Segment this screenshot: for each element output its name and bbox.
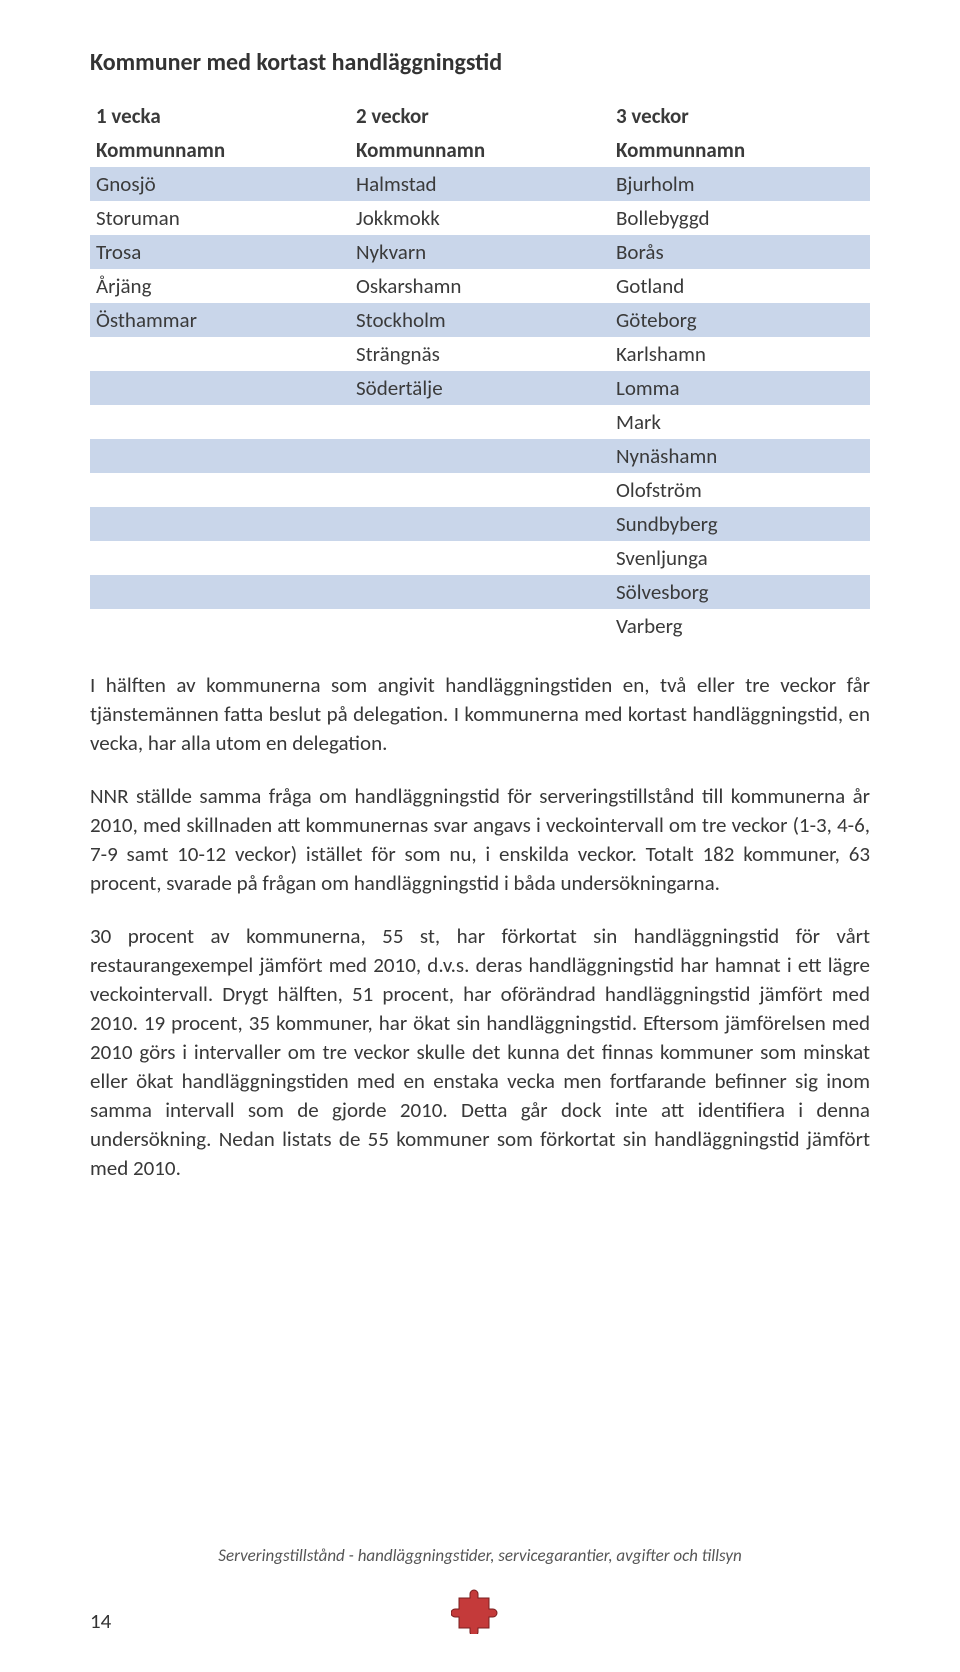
table-cell	[90, 337, 350, 371]
table-row: Svenljunga	[90, 541, 870, 575]
table-cell: Sölvesborg	[610, 575, 870, 609]
kommuner-table: 1 vecka 2 veckor 3 veckor Kommunnamn Kom…	[90, 99, 870, 643]
footer-row: 14	[90, 1584, 870, 1634]
table-cell: Östhammar	[90, 303, 350, 337]
footer-caption: Serveringstillstånd - handläggningstider…	[90, 1545, 870, 1566]
table-row: Sundbyberg	[90, 507, 870, 541]
table-cell	[350, 541, 610, 575]
table-cell	[350, 575, 610, 609]
table-row: GnosjöHalmstadBjurholm	[90, 167, 870, 201]
table-cell	[90, 541, 350, 575]
table-row: Varberg	[90, 609, 870, 643]
paragraph-3: 30 procent av kommunerna, 55 st, har för…	[90, 922, 870, 1183]
table-header-1: 1 vecka 2 veckor 3 veckor	[90, 99, 870, 133]
col-label-3: Kommunnamn	[610, 133, 870, 167]
table-row: Mark	[90, 405, 870, 439]
table-cell: Gotland	[610, 269, 870, 303]
paragraph-2: NNR ställde samma fråga om handläggnings…	[90, 782, 870, 898]
table-cell: Södertälje	[350, 371, 610, 405]
puzzle-icon	[451, 1584, 501, 1634]
table-cell: Oskarshamn	[350, 269, 610, 303]
col-3-veckor: 3 veckor	[610, 99, 870, 133]
table-row: ÖsthammarStockholmGöteborg	[90, 303, 870, 337]
table-cell: Bjurholm	[610, 167, 870, 201]
table-cell	[90, 473, 350, 507]
table-cell	[350, 405, 610, 439]
table-cell	[90, 507, 350, 541]
table-cell	[350, 439, 610, 473]
table-cell: Årjäng	[90, 269, 350, 303]
table-row: SträngnäsKarlshamn	[90, 337, 870, 371]
page-number: 14	[90, 1608, 111, 1634]
table-row: StorumanJokkmokkBollebyggd	[90, 201, 870, 235]
table-cell: Karlshamn	[610, 337, 870, 371]
table-cell: Stockholm	[350, 303, 610, 337]
col-2-veckor: 2 veckor	[350, 99, 610, 133]
table-row: Sölvesborg	[90, 575, 870, 609]
table-cell: Olofström	[610, 473, 870, 507]
table-cell: Bollebyggd	[610, 201, 870, 235]
table-cell: Mark	[610, 405, 870, 439]
col-1-veckor: 1 vecka	[90, 99, 350, 133]
table-header-2: Kommunnamn Kommunnamn Kommunnamn	[90, 133, 870, 167]
table-cell	[90, 439, 350, 473]
page-title: Kommuner med kortast handläggningstid	[90, 48, 870, 77]
table-cell: Nykvarn	[350, 235, 610, 269]
table-cell	[90, 575, 350, 609]
page-footer: Serveringstillstånd - handläggningstider…	[90, 1545, 870, 1634]
table-cell: Gnosjö	[90, 167, 350, 201]
table-cell: Borås	[610, 235, 870, 269]
table-cell: Trosa	[90, 235, 350, 269]
table-row: TrosaNykvarnBorås	[90, 235, 870, 269]
col-label-1: Kommunnamn	[90, 133, 350, 167]
table-cell: Halmstad	[350, 167, 610, 201]
table-cell: Sundbyberg	[610, 507, 870, 541]
table-cell: Göteborg	[610, 303, 870, 337]
paragraph-1: I hälften av kommunerna som angivit hand…	[90, 671, 870, 758]
table-cell: Lomma	[610, 371, 870, 405]
col-label-2: Kommunnamn	[350, 133, 610, 167]
table-row: ÅrjängOskarshamnGotland	[90, 269, 870, 303]
table-cell	[90, 405, 350, 439]
table-cell	[350, 473, 610, 507]
table-cell: Svenljunga	[610, 541, 870, 575]
table-cell: Nynäshamn	[610, 439, 870, 473]
table-cell	[90, 371, 350, 405]
table-cell	[350, 609, 610, 643]
table-cell	[350, 507, 610, 541]
table-cell: Storuman	[90, 201, 350, 235]
table-cell: Jokkmokk	[350, 201, 610, 235]
table-row: Nynäshamn	[90, 439, 870, 473]
table-cell	[90, 609, 350, 643]
table-body: GnosjöHalmstadBjurholmStorumanJokkmokkBo…	[90, 167, 870, 643]
table-row: SödertäljeLomma	[90, 371, 870, 405]
table-cell: Strängnäs	[350, 337, 610, 371]
table-cell: Varberg	[610, 609, 870, 643]
table-row: Olofström	[90, 473, 870, 507]
